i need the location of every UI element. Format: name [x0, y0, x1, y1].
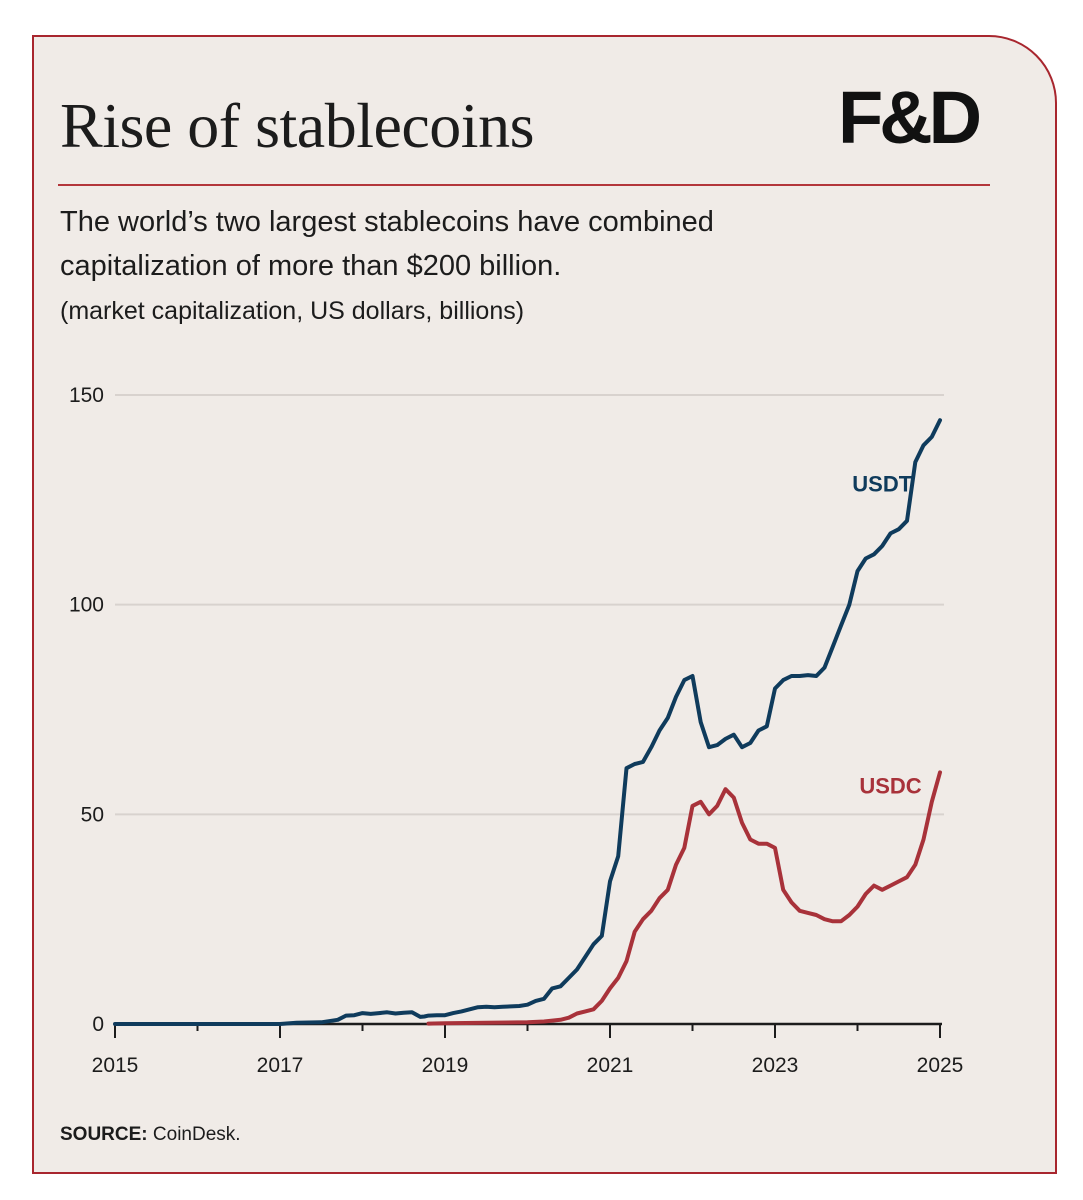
- source-text: CoinDesk.: [152, 1124, 241, 1145]
- fd-logo: F&D: [838, 76, 982, 159]
- source-note: SOURCE: CoinDesk.: [60, 1122, 241, 1148]
- page-title: Rise of stablecoins: [60, 90, 534, 161]
- series-line-usdt: [113, 418, 942, 1026]
- series-line-usdc: [426, 770, 942, 1026]
- y-tick-label-0: 0: [92, 1013, 104, 1036]
- chart-subtitle: The world’s two largest stablecoins have…: [60, 200, 960, 288]
- y-tick-label-100: 100: [69, 594, 104, 617]
- units-note: (market capitalization, US dollars, bill…: [60, 297, 525, 325]
- x-tick-label-2025: 2025: [917, 1054, 964, 1077]
- series-label-usdc: USDC: [859, 773, 921, 798]
- series-label-usdt: USDT: [852, 471, 912, 496]
- x-tick-label-2017: 2017: [257, 1054, 304, 1077]
- y-tick-label-50: 50: [81, 803, 104, 826]
- x-tick-label-2023: 2023: [752, 1054, 799, 1077]
- x-tick-label-2021: 2021: [587, 1054, 634, 1077]
- source-label: SOURCE:: [60, 1124, 148, 1145]
- subtitle-line-1: The world’s two largest stablecoins have…: [60, 206, 714, 238]
- title-divider: [58, 184, 990, 186]
- x-tick-label-2019: 2019: [422, 1054, 469, 1077]
- y-tick-label-150: 150: [69, 384, 104, 407]
- x-tick-label-2015: 2015: [92, 1054, 139, 1077]
- subtitle-line-2: capitalization of more than $200 billion…: [60, 250, 562, 282]
